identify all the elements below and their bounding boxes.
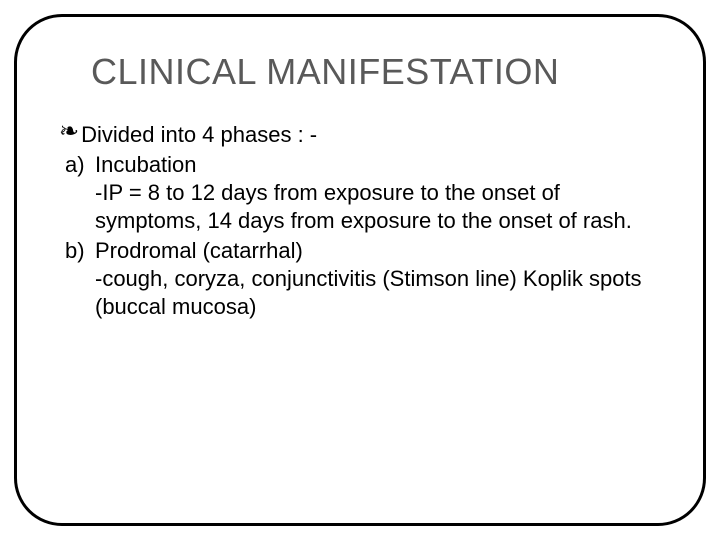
body-text: ❧ Divided into 4 phases : - a) Incubatio… <box>59 121 661 321</box>
list-item: a) Incubation -IP = 8 to 12 days from ex… <box>65 151 661 235</box>
floral-bullet-icon: ❧ <box>59 119 79 145</box>
phase-label: Prodromal (catarrhal) <box>95 237 661 265</box>
intro-line: ❧ Divided into 4 phases : - <box>59 121 661 149</box>
phase-desc: -IP = 8 to 12 days from exposure to the … <box>95 179 661 235</box>
list-item-body: Incubation -IP = 8 to 12 days from expos… <box>95 151 661 235</box>
slide: CLINICAL MANIFESTATION ❧ Divided into 4 … <box>0 0 720 540</box>
intro-text: Divided into 4 phases : - <box>81 121 317 149</box>
phase-label: Incubation <box>95 151 661 179</box>
list-item: b) Prodromal (catarrhal) -cough, coryza,… <box>65 237 661 321</box>
list-item-body: Prodromal (catarrhal) -cough, coryza, co… <box>95 237 661 321</box>
phase-desc: -cough, coryza, conjunctivitis (Stimson … <box>95 265 661 321</box>
list-marker: b) <box>65 237 95 265</box>
slide-title: CLINICAL MANIFESTATION <box>91 51 661 93</box>
phase-list: a) Incubation -IP = 8 to 12 days from ex… <box>65 151 661 321</box>
list-marker: a) <box>65 151 95 179</box>
rounded-frame: CLINICAL MANIFESTATION ❧ Divided into 4 … <box>14 14 706 526</box>
